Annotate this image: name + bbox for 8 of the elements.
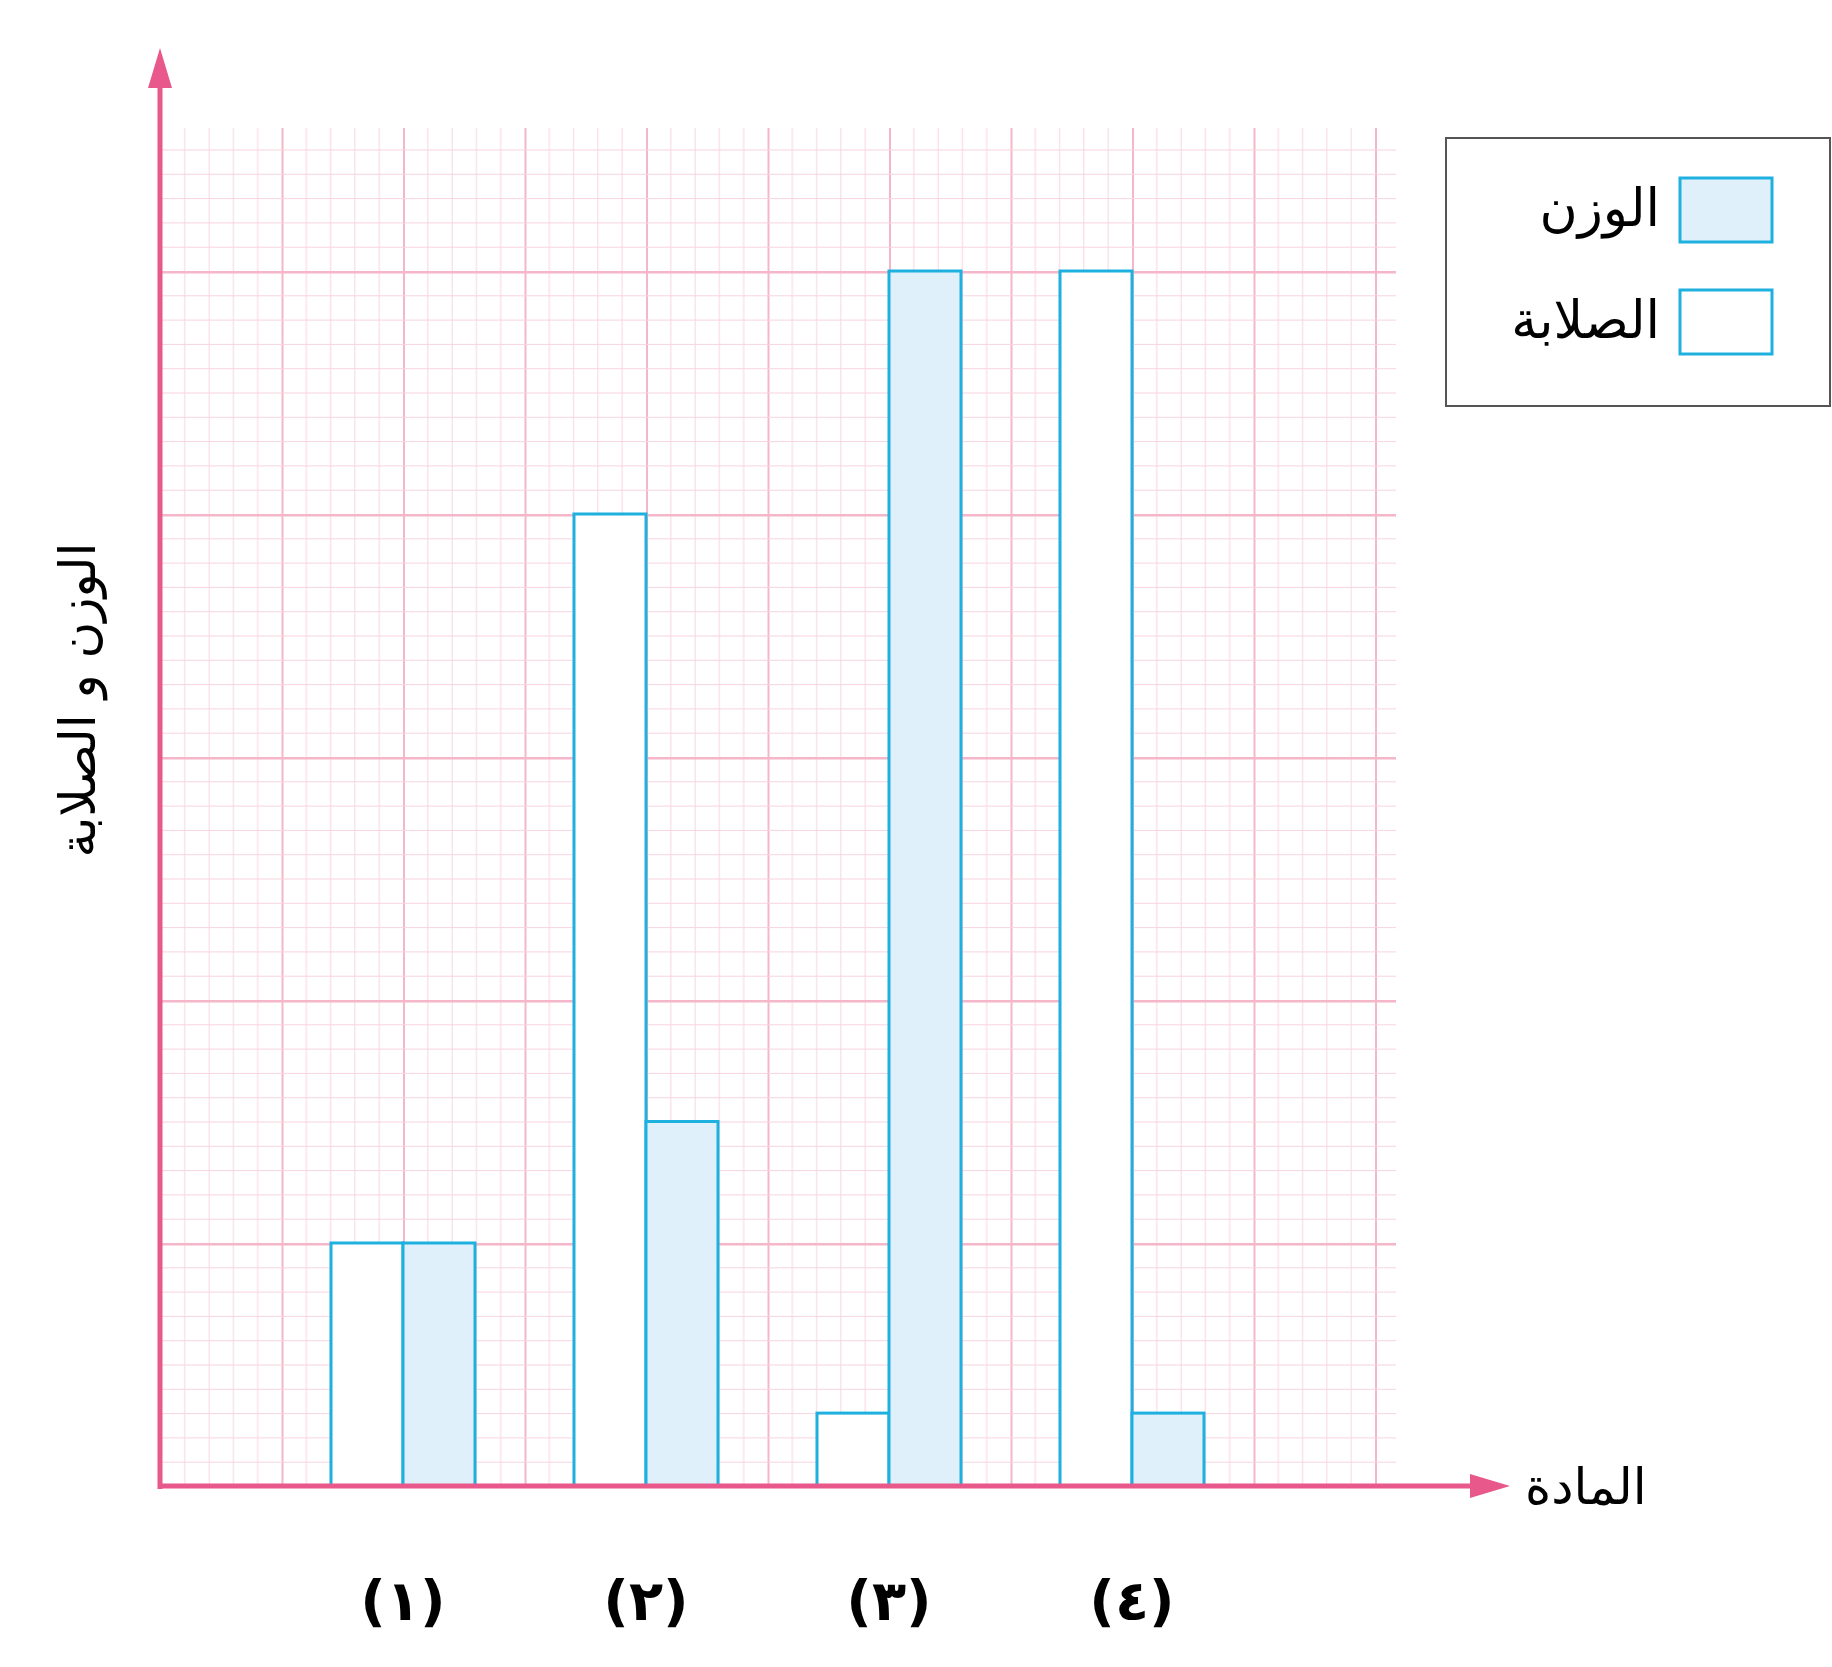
x-tick-label: (٢): [603, 1568, 689, 1633]
x-tick-label: (٤): [1089, 1568, 1175, 1633]
x-tick-label: (٣): [846, 1568, 932, 1633]
x-axis-title: المادة: [1525, 1458, 1647, 1516]
x-tick-label: (١): [360, 1568, 446, 1633]
legend-label: الصلابة: [1511, 290, 1660, 350]
legend-label: الوزن: [1539, 178, 1660, 239]
y-axis-title: الوزن و الصلابة: [49, 542, 108, 858]
